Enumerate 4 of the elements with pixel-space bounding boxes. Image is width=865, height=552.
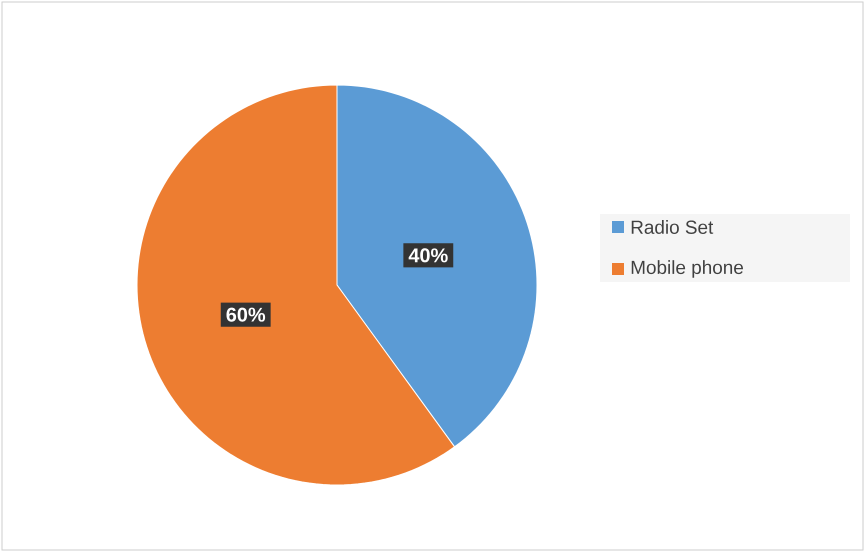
data-label: 60% (226, 308, 266, 322)
data-label: 40% (408, 248, 448, 262)
legend-label: Mobile phone (632, 260, 743, 278)
legend-label: Radio Set (632, 220, 714, 234)
